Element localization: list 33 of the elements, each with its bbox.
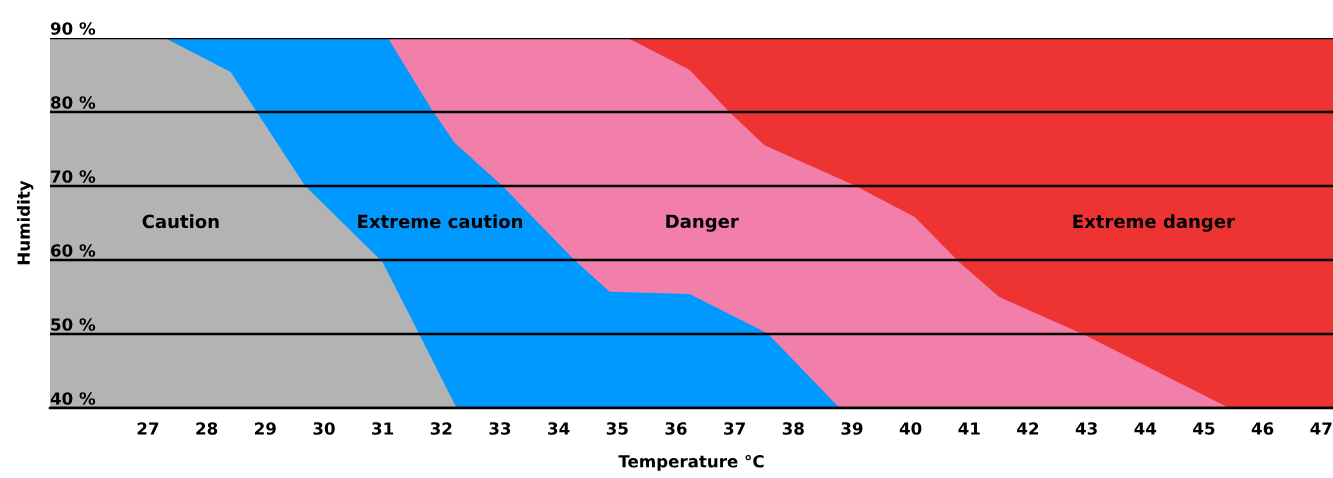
x-tick-label: 46 <box>1251 422 1274 435</box>
x-tick-label: 32 <box>430 422 452 435</box>
x-tick-label: 27 <box>137 422 159 435</box>
y-tick-label: 90 % <box>50 22 96 35</box>
x-tick-label: 36 <box>665 422 687 435</box>
x-tick-label: 44 <box>1134 422 1157 435</box>
x-tick-label: 41 <box>958 422 980 435</box>
x-tick-label: 35 <box>606 422 628 435</box>
x-tick-label: 43 <box>1075 422 1097 435</box>
x-tick-label: 38 <box>782 422 804 435</box>
y-tick-label: 60 % <box>51 244 96 257</box>
series-label: Extreme danger <box>1073 214 1235 232</box>
y-tick-label: 40 % <box>50 392 96 405</box>
x-tick-label: 39 <box>841 422 863 435</box>
x-tick-label: 45 <box>1193 422 1215 435</box>
series-label: Extreme caution <box>358 214 523 229</box>
series-label: Caution <box>142 214 219 229</box>
x-tick-label: 47 <box>1310 422 1332 435</box>
y-tick-label: 80 % <box>51 96 96 109</box>
x-tick-label: 37 <box>724 422 745 435</box>
x-tick-label: 34 <box>548 422 570 435</box>
x-tick-label: 40 <box>899 422 922 435</box>
y-tick-label: 50 % <box>51 318 96 331</box>
x-tick-label: 30 <box>313 422 335 435</box>
x-tick-label: 42 <box>1017 422 1039 435</box>
x-tick-label: 33 <box>489 422 511 435</box>
x-axis-title: Temperature °C <box>618 454 764 471</box>
y-tick-label: 70 % <box>51 170 96 183</box>
x-tick-label: 29 <box>255 422 276 435</box>
x-tick-label: 28 <box>196 422 218 435</box>
series-label: Danger <box>666 214 739 232</box>
y-axis-title: Humidity <box>17 180 34 265</box>
x-tick-label: 31 <box>372 422 394 435</box>
